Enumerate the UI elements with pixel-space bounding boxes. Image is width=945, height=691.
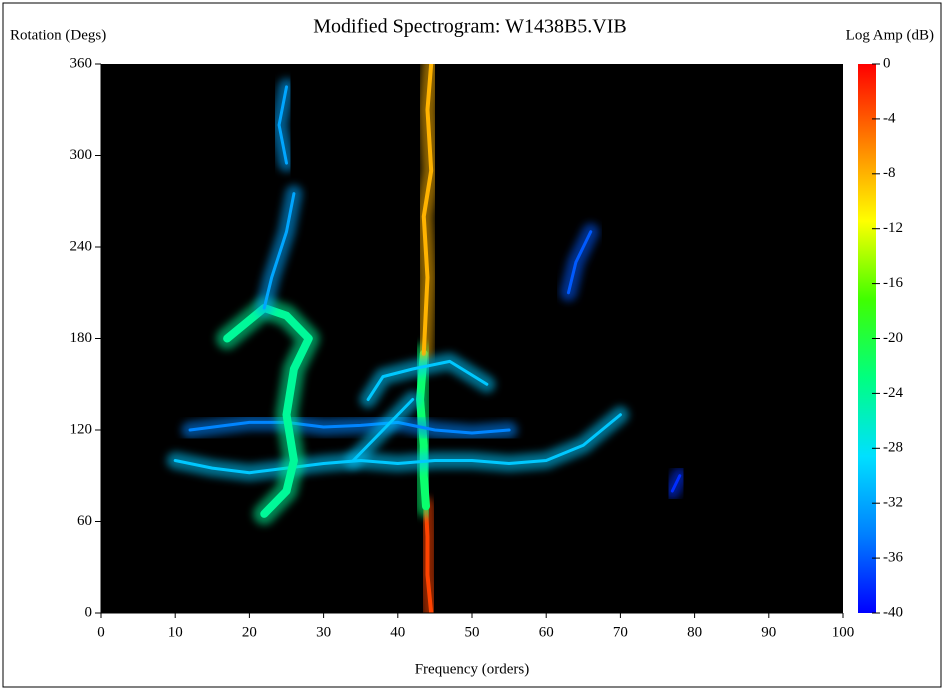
y-tick-label: 360 — [70, 55, 93, 71]
y-tick-label: 120 — [70, 421, 93, 437]
colorbar-tick-label: -8 — [883, 165, 896, 181]
spectral-ridge — [423, 504, 434, 613]
x-tick-label: 80 — [687, 624, 702, 640]
plot-area — [101, 64, 843, 613]
colorbar-tick-label: -40 — [883, 604, 903, 620]
x-tick-label: 50 — [465, 624, 480, 640]
y-tick-label: 180 — [70, 330, 93, 346]
traces — [166, 64, 689, 613]
spectral-ridge — [670, 474, 682, 493]
x-tick-label: 60 — [539, 624, 554, 640]
colorbar-tick-label: 0 — [883, 55, 891, 71]
x-tick-label: 70 — [613, 624, 628, 640]
x-tick-label: 10 — [168, 624, 183, 640]
y-tick-label: 240 — [70, 238, 93, 254]
x-tick-label: 100 — [832, 624, 855, 640]
colorbar-tick-label: -24 — [883, 385, 903, 401]
colorbar-tick-label: -20 — [883, 330, 903, 346]
colorbar-label: Log Amp (dB) — [846, 27, 934, 43]
colorbar-tick-label: -12 — [883, 220, 903, 236]
colorbar-tick-label: -28 — [883, 440, 903, 456]
colorbar-tick-label: -32 — [883, 495, 903, 511]
x-tick-label: 0 — [97, 624, 105, 640]
colorbar — [858, 64, 876, 613]
chart-title: Modified Spectrogram: W1438B5.VIB — [313, 16, 626, 38]
y-tick-label: 300 — [70, 147, 93, 163]
spectral-ridge — [188, 420, 511, 435]
x-axis-label: Frequency (orders) — [415, 661, 530, 677]
spectral-ridge — [262, 192, 296, 310]
y-axis-label: Rotation (Degs) — [10, 27, 106, 43]
colorbar-tick-label: -4 — [883, 110, 896, 126]
y-tick-label: 0 — [85, 604, 93, 620]
x-tick-label: 90 — [761, 624, 776, 640]
spectral-ridge — [421, 64, 434, 356]
spectral-ridge — [416, 349, 430, 511]
x-tick-label: 20 — [242, 624, 257, 640]
colorbar-tick-label: -36 — [883, 550, 903, 566]
x-tick-label: 30 — [316, 624, 331, 640]
x-tick-label: 40 — [390, 624, 405, 640]
spectral-ridge — [173, 413, 622, 475]
spectral-ridge — [351, 398, 415, 462]
spectral-ridge — [277, 85, 288, 165]
spectral-ridge — [566, 230, 593, 295]
spectral-ridge — [366, 359, 489, 401]
colorbar-tick-label: -16 — [883, 275, 903, 291]
y-tick-label: 60 — [77, 513, 92, 529]
